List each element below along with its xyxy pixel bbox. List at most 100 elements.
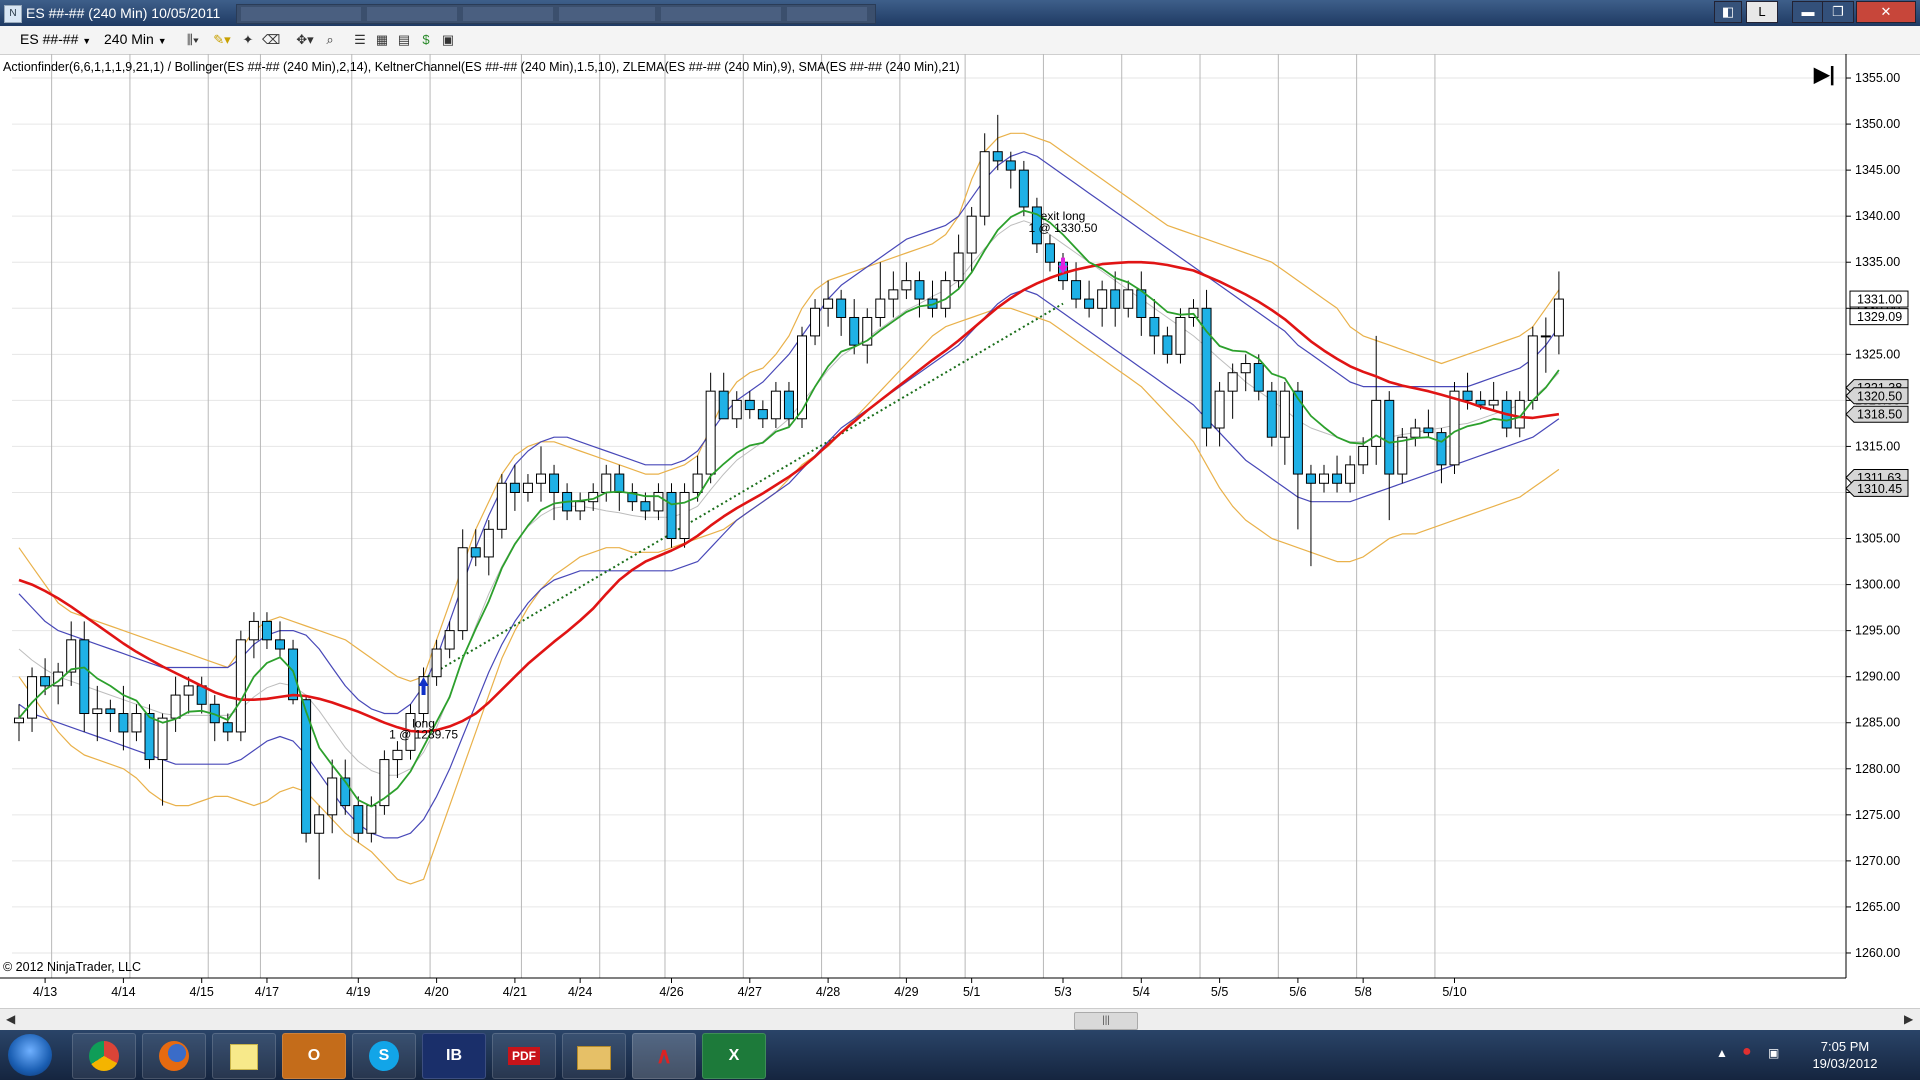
language-button[interactable]: L bbox=[1746, 1, 1778, 23]
chart-trader-icon[interactable]: ▦ bbox=[375, 32, 389, 47]
candle-body bbox=[744, 399, 755, 411]
price-tick-label: 1335.00 bbox=[1855, 255, 1900, 269]
maximize-button[interactable]: ❐ bbox=[1822, 1, 1854, 23]
firefox-icon[interactable] bbox=[142, 1033, 206, 1079]
time-tick-label: 5/1 bbox=[963, 985, 980, 999]
candle-body bbox=[235, 639, 246, 733]
properties-icon[interactable]: ☰ bbox=[354, 32, 366, 47]
candle-body bbox=[27, 676, 38, 719]
outlook-icon[interactable]: O bbox=[282, 1033, 346, 1079]
chevron-down-icon: ▼ bbox=[157, 36, 167, 46]
arrange-icon[interactable]: ◧ bbox=[1714, 1, 1742, 23]
candle-body bbox=[1175, 316, 1186, 355]
session-breaks bbox=[51, 54, 1436, 978]
data-box-icon[interactable]: ▤ bbox=[397, 32, 411, 47]
price-tick-label: 1305.00 bbox=[1855, 532, 1900, 546]
candle-body bbox=[797, 335, 807, 420]
price-marker: 1320.50 bbox=[1845, 387, 1909, 405]
candle-body bbox=[914, 280, 925, 300]
sticky-notes-icon[interactable] bbox=[212, 1033, 276, 1079]
candle-body bbox=[327, 777, 338, 816]
candle-body bbox=[1084, 298, 1095, 309]
bar-style-icon[interactable]: ⫼▾ bbox=[186, 32, 200, 47]
candle-body bbox=[1240, 363, 1251, 374]
scroll-right-icon[interactable]: ▶ bbox=[1904, 1012, 1914, 1026]
candle-body bbox=[1449, 390, 1460, 466]
candle-body bbox=[966, 215, 977, 254]
candle-body bbox=[705, 390, 716, 475]
candle-body bbox=[888, 289, 899, 300]
price-tick-label: 1260.00 bbox=[1855, 946, 1900, 960]
interval-selector[interactable]: 240 Min ▼ bbox=[104, 31, 167, 47]
candle-body bbox=[522, 482, 533, 493]
price-marker-box bbox=[1849, 290, 1909, 308]
draw-pencil-icon[interactable]: ✎▾ bbox=[213, 32, 231, 47]
candle-body bbox=[183, 685, 194, 696]
entry-arrow-icon bbox=[418, 676, 429, 695]
window-title: ES ##-## (240 Min) 10/05/2011 bbox=[26, 5, 221, 21]
tray-arrow-icon[interactable]: ▲ bbox=[1716, 1046, 1728, 1060]
explorer-icon[interactable] bbox=[562, 1033, 626, 1079]
candle-body bbox=[1110, 289, 1121, 309]
scrollbar-thumb[interactable]: ||| bbox=[1074, 1012, 1138, 1030]
candle-body bbox=[353, 805, 364, 834]
scroll-left-icon[interactable]: ◀ bbox=[6, 1012, 16, 1026]
time-tick-label: 5/10 bbox=[1442, 985, 1466, 999]
candle-body bbox=[340, 777, 351, 807]
print-icon[interactable]: ▣ bbox=[441, 32, 455, 47]
workspace-tab-strip[interactable] bbox=[236, 4, 876, 24]
horizontal-scrollbar[interactable]: ◀ ||| ▶ bbox=[0, 1008, 1920, 1031]
candle-body bbox=[1292, 390, 1303, 475]
network-icon[interactable]: ▣ bbox=[1768, 1046, 1780, 1060]
candle-body bbox=[614, 473, 625, 493]
candle-body bbox=[275, 639, 285, 650]
candle-body bbox=[1227, 372, 1238, 392]
candle-body bbox=[1514, 399, 1525, 429]
chrome-icon[interactable] bbox=[72, 1033, 136, 1079]
close-button[interactable]: ✕ bbox=[1856, 1, 1916, 23]
time-tick-label: 5/4 bbox=[1133, 985, 1150, 999]
sma-line bbox=[18, 260, 1560, 734]
minimize-button[interactable]: ▬ bbox=[1792, 1, 1824, 23]
candle-body bbox=[1123, 289, 1134, 309]
strategy-icon[interactable]: $ bbox=[422, 32, 430, 47]
start-button[interactable] bbox=[8, 1034, 52, 1076]
ib-icon[interactable]: IB bbox=[422, 1033, 486, 1079]
candle-body bbox=[836, 298, 847, 318]
go-to-end-button[interactable]: ▶| bbox=[1814, 64, 1835, 86]
tray-app-icon[interactable]: ● bbox=[1742, 1043, 1752, 1060]
zoom-icon[interactable]: ⌕ bbox=[326, 32, 334, 47]
price-marker: 1310.45 bbox=[1845, 479, 1909, 497]
candle-body bbox=[1214, 390, 1225, 429]
grid bbox=[12, 77, 1845, 954]
candle-body bbox=[1188, 307, 1199, 318]
price-marker-label: 1310.45 bbox=[1857, 482, 1902, 496]
eraser-icon[interactable]: ⌫ bbox=[262, 32, 281, 47]
instrument-selector[interactable]: ES ##-## ▼ bbox=[20, 31, 91, 47]
bollinger-upper-line bbox=[18, 132, 1560, 682]
candle-body bbox=[496, 482, 507, 530]
chart-panel[interactable]: long 1 @ 1289.75 exit long 1 @ 1330.50 1260… bbox=[0, 54, 1909, 999]
trade-annotation-label: long bbox=[412, 716, 435, 730]
system-clock[interactable]: 7:05 PM 19/03/2012 bbox=[1790, 1038, 1900, 1072]
price-tick-label: 1340.00 bbox=[1855, 209, 1900, 223]
candle-body bbox=[653, 491, 664, 512]
candle-body bbox=[509, 482, 520, 493]
pdf-label: PDF bbox=[508, 1047, 540, 1065]
candle-body bbox=[288, 648, 299, 701]
candle-body bbox=[118, 713, 129, 733]
draw-tools-icon[interactable]: ✦ bbox=[242, 32, 254, 47]
ninjatrader-icon[interactable]: ∧ bbox=[632, 1033, 696, 1079]
crosshair-icon[interactable]: ✥▾ bbox=[296, 32, 314, 47]
price-marker-label: 1331.00 bbox=[1857, 293, 1902, 307]
candle-body bbox=[131, 713, 142, 733]
candle-body bbox=[1332, 473, 1343, 484]
skype-icon[interactable]: S bbox=[352, 1033, 416, 1079]
candle-body bbox=[1423, 427, 1434, 434]
pdf-icon[interactable]: PDF bbox=[492, 1033, 556, 1079]
candle-body bbox=[1044, 243, 1055, 263]
candle-body bbox=[627, 491, 638, 503]
excel-icon[interactable]: X bbox=[702, 1033, 766, 1079]
candle-body bbox=[992, 151, 1003, 162]
